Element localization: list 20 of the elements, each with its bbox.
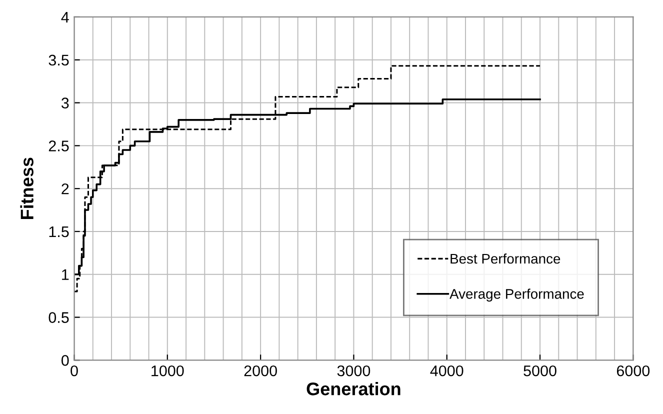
y-tick-label: 3.5	[48, 54, 69, 66]
x-tick-label: 5000	[524, 365, 556, 376]
y-tick-label: 3	[61, 98, 69, 108]
legend-label: Average Performance	[450, 288, 584, 302]
y-axis-title: Fitness	[20, 158, 34, 219]
y-tick-label: 1.5	[49, 226, 69, 238]
y-tick-label: 2	[62, 183, 69, 194]
y-tick-label: 0	[61, 355, 69, 366]
y-tick-label: 2.5	[48, 140, 69, 152]
y-tick-label: 0.5	[48, 312, 69, 323]
x-tick-label: 4000	[430, 365, 464, 376]
legend-label: Best Performance	[450, 253, 560, 264]
y-tick-label: 4	[61, 12, 69, 23]
x-tick-label: 2000	[244, 365, 277, 376]
x-tick-label: 1000	[152, 365, 184, 376]
x-tick-label: 3000	[337, 365, 370, 376]
x-tick-label: 0	[70, 365, 78, 376]
x-axis-title: Generation	[306, 382, 400, 396]
x-tick-label: 6000	[616, 365, 650, 376]
y-tick-label: 1	[62, 269, 69, 280]
